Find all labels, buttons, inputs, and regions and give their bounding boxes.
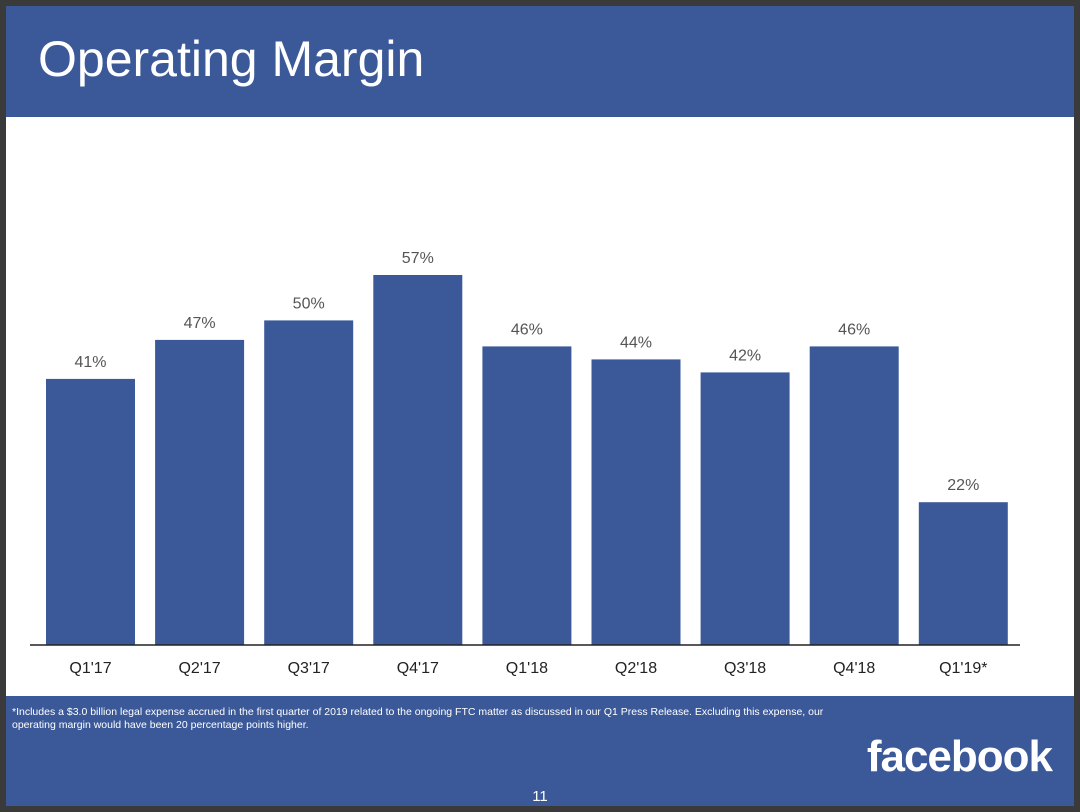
bar-8 [918,502,1008,645]
category-label-8: Q1'19* [939,660,987,677]
category-label-4: Q1'18 [506,660,548,677]
bar-7 [809,346,899,645]
page-number: 11 [532,788,548,805]
value-label-1: 47% [184,315,216,332]
footer-bar: *Includes a $3.0 billion legal expense a… [6,696,1074,806]
bar-6 [700,372,790,645]
value-label-4: 46% [511,321,543,338]
bar-0 [46,378,135,645]
facebook-logo: facebook [866,732,1053,781]
value-label-3: 57% [402,250,434,267]
category-labels-layer: Q1'17 Q2'17 Q3'17 Q4'17 Q1'18 Q2'18 Q3'18 Q4'18… [69,660,987,677]
bar-1 [155,339,245,645]
value-label-5: 44% [620,334,652,351]
value-label-7: 46% [838,321,870,338]
value-labels-layer: 41% 47% 50% 57% 46% 44% 42% 46% 22% [74,250,979,494]
bar-2 [264,320,354,645]
bar-4 [482,346,572,645]
value-label-6: 42% [729,347,761,364]
operating-margin-chart: 41% 47% 50% 57% 46% 44% 42% 46% 22% Q1'17 Q2'17 Q3… [30,250,1020,677]
bar-5 [591,359,681,645]
value-label-0: 41% [74,354,106,371]
bars-layer [46,275,1008,645]
category-label-7: Q4'18 [833,660,875,677]
bar-3 [373,275,463,645]
slide: Operating Margin 41% 47% 50% 57% 46% 44% 42% 46… [6,6,1074,806]
value-label-8: 22% [947,477,979,494]
title-bar: Operating Margin [6,6,1074,117]
category-label-6: Q3'18 [724,660,766,677]
category-label-1: Q2'17 [178,660,220,677]
category-label-0: Q1'17 [69,660,111,677]
category-label-3: Q4'17 [397,660,439,677]
slide-title: Operating Margin [38,31,425,87]
category-label-5: Q2'18 [615,660,657,677]
footnote: *Includes a $3.0 billion legal expense a… [12,706,824,731]
value-label-2: 50% [293,295,325,312]
category-label-2: Q3'17 [288,660,330,677]
